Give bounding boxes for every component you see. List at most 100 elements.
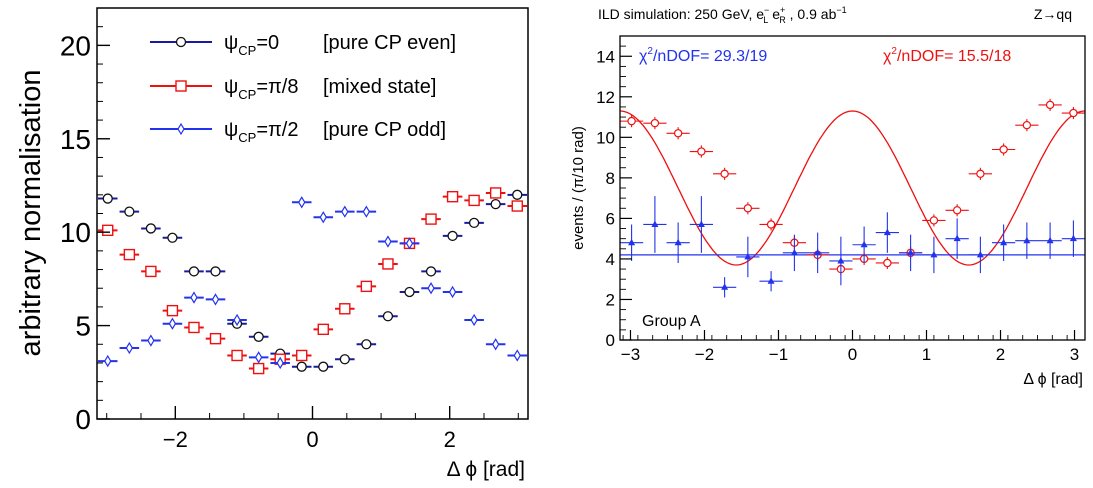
left-y-tick-label: 10 bbox=[60, 217, 91, 248]
right-data-point bbox=[883, 258, 892, 268]
legend-note: [pure CP even] bbox=[323, 32, 456, 54]
right-data-point bbox=[651, 220, 659, 227]
right-y-tick-label: 14 bbox=[596, 47, 615, 66]
left-data-point bbox=[468, 194, 480, 207]
legend-entry-mixed: ψCP=π/8 [mixed state] bbox=[150, 76, 436, 102]
left-data-point bbox=[254, 351, 263, 364]
right-data-point bbox=[674, 238, 682, 246]
left-data-point bbox=[382, 258, 394, 270]
left-data-point bbox=[468, 217, 480, 228]
left-legend: ψCP=0 [pure CP even] ψCP=π/8 [mixed stat… bbox=[150, 32, 456, 145]
right-y-tick-label: 8 bbox=[606, 169, 615, 188]
right-data-point bbox=[1022, 120, 1032, 130]
left-data-point bbox=[404, 286, 415, 298]
left-data-point bbox=[233, 313, 241, 327]
legend-square-marker bbox=[175, 80, 187, 92]
chi2-red-annotation: χ2/nDOF= 15.5/18 bbox=[883, 46, 1011, 65]
right-y-tick-label: 0 bbox=[606, 331, 615, 350]
right-y-tick-label: 10 bbox=[596, 128, 615, 147]
left-data-point bbox=[511, 200, 523, 212]
right-data-point bbox=[650, 118, 660, 128]
right-y-tick-label: 4 bbox=[606, 250, 615, 269]
right-series-red bbox=[619, 98, 1086, 276]
right-data-point bbox=[953, 234, 961, 242]
left-data-point bbox=[384, 235, 392, 248]
right-data-point bbox=[837, 256, 845, 264]
right-x-tick-label: −3 bbox=[621, 345, 640, 364]
left-data-point bbox=[319, 211, 327, 224]
right-chart-title: ILD simulation: 250 GeV, e− L e+ R , 0.9 a… bbox=[598, 5, 847, 25]
left-data-point bbox=[125, 341, 134, 355]
left-data-point bbox=[102, 193, 113, 204]
right-x-tick-label: −1 bbox=[769, 345, 788, 364]
right-data-point bbox=[721, 283, 729, 290]
right-data-point bbox=[1069, 234, 1077, 242]
left-data-point bbox=[188, 266, 200, 277]
right-data-point bbox=[999, 145, 1008, 154]
left-series-3 bbox=[97, 196, 528, 370]
group-label: Group A bbox=[642, 313, 701, 330]
left-frame bbox=[96, 7, 529, 420]
legend-note: [mixed state] bbox=[323, 76, 436, 98]
right-chart-process: Z→qq bbox=[1034, 6, 1072, 22]
left-data-point bbox=[145, 265, 157, 278]
left-data-point bbox=[427, 282, 435, 295]
right-data-point bbox=[907, 248, 915, 256]
left-data-point bbox=[123, 248, 136, 261]
left-data-point bbox=[168, 317, 177, 330]
left-data-point bbox=[166, 304, 179, 317]
left-data-point bbox=[360, 280, 373, 293]
legend-diamond-marker bbox=[177, 122, 185, 136]
left-data-point bbox=[339, 303, 351, 315]
legend-note: [pure CP odd] bbox=[323, 119, 446, 141]
right-x-tick-label: 2 bbox=[996, 345, 1005, 364]
legend-entry-cp-even: ψCP=0 [pure CP even] bbox=[150, 32, 456, 58]
left-data-point bbox=[211, 293, 220, 306]
left-data-point bbox=[489, 187, 502, 199]
left-data-point bbox=[296, 361, 307, 372]
right-data-point bbox=[1000, 238, 1008, 246]
left-x-tick-label: −2 bbox=[163, 427, 188, 452]
right-frame bbox=[619, 35, 1086, 341]
left-data-point bbox=[296, 349, 308, 362]
left-y-tick-label: 0 bbox=[75, 404, 91, 435]
right-data-point bbox=[767, 277, 775, 284]
fit-curve-red bbox=[619, 110, 1086, 266]
left-data-point bbox=[147, 334, 155, 347]
left-y-tick-label: 20 bbox=[60, 30, 91, 61]
right-x-tick-label: 0 bbox=[848, 345, 857, 364]
legend-label: ψCP=0 bbox=[224, 32, 279, 58]
right-data-point bbox=[744, 252, 752, 260]
legend-label: ψCP=π/2 bbox=[224, 119, 299, 145]
right-data-point bbox=[697, 147, 706, 156]
left-data-point bbox=[231, 349, 243, 362]
right-y-tick-label: 6 bbox=[606, 209, 615, 228]
right-data-point bbox=[673, 129, 683, 138]
left-data-point bbox=[318, 361, 329, 372]
chi2-blue-annotation: χ2/nDOF= 29.3/19 bbox=[639, 46, 767, 65]
right-data-point bbox=[627, 116, 636, 126]
left-x-tick-label: 0 bbox=[306, 427, 318, 452]
left-x-tick-label: 2 bbox=[444, 427, 456, 452]
right-data-point bbox=[766, 220, 776, 229]
left-data-point bbox=[425, 213, 437, 225]
left-data-point bbox=[210, 266, 221, 277]
right-data-point bbox=[720, 169, 729, 179]
left-data-point bbox=[447, 230, 458, 242]
left-data-point bbox=[190, 291, 198, 304]
left-axes: 0 5 10 15 20 −2 0 2 bbox=[60, 26, 519, 452]
left-data-point bbox=[298, 196, 306, 209]
left-y-tick-label: 5 bbox=[75, 311, 91, 342]
left-data-point bbox=[317, 323, 329, 336]
left-chart: 0 5 10 15 20 −2 0 2 arbitrary normalisation Δ ϕ… bbox=[15, 7, 529, 481]
left-data-point bbox=[490, 199, 501, 210]
left-data-point bbox=[167, 232, 178, 243]
right-data-point bbox=[1023, 236, 1031, 244]
legend-label: ψCP=π/8 bbox=[224, 76, 299, 102]
left-data-point bbox=[405, 237, 414, 250]
left-data-point bbox=[341, 205, 349, 218]
left-data-point bbox=[425, 266, 437, 277]
right-y-tick-label: 12 bbox=[596, 88, 615, 107]
right-series-blue bbox=[619, 196, 1086, 298]
